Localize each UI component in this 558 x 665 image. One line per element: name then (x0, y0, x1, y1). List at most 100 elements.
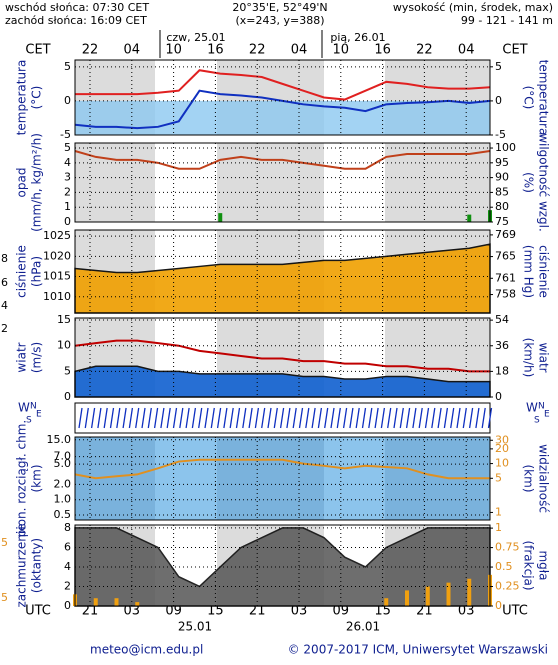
y2-axis-label: wiatr (537, 342, 551, 372)
wind-arrow (286, 407, 291, 429)
y2-axis-label: wilgotność wzgl. (537, 133, 551, 232)
y2-tick-label: 80 (495, 200, 509, 213)
y-tick-label: 10 (57, 339, 71, 352)
line (74, 89, 491, 130)
panel-frame (74, 524, 491, 607)
y2-axis-label: temperatura (537, 60, 551, 136)
utc-label: UTC (25, 604, 51, 619)
date-top: pią, 26.01 (330, 31, 385, 44)
y-tick-label: 5.0 (54, 457, 72, 470)
wind-arrow (355, 407, 360, 429)
wind-arrow (185, 407, 190, 429)
panel-frame (74, 436, 491, 521)
wind-arrow (122, 407, 127, 429)
panel-frame (74, 229, 491, 314)
y2-tick-label: 761 (495, 271, 516, 284)
y-tick-label: 0.5 (54, 508, 72, 521)
night-band (217, 143, 324, 222)
y2-axis-label: (%) (522, 172, 536, 193)
wind-arrow (481, 407, 486, 429)
hour-top: 04 (458, 43, 475, 58)
panel-frame (74, 59, 491, 136)
wind-arrow (418, 407, 423, 429)
y-tick-label: 0 (64, 94, 71, 107)
bar (467, 214, 472, 222)
wind-arrow (166, 407, 171, 429)
y2-tick-label: 75 (495, 215, 509, 228)
wind-arrow (487, 407, 493, 429)
hour-bottom: 15 (374, 604, 391, 619)
wind-arrow (317, 407, 323, 429)
y2-tick-label: 0 (495, 599, 502, 612)
hour-bottom: 21 (416, 604, 433, 619)
hour-bottom: 09 (333, 604, 350, 619)
y2-tick-label: 0.75 (495, 541, 520, 554)
wind-arrow (90, 407, 96, 429)
wind-arrow (475, 407, 480, 429)
hour-top: 16 (207, 43, 224, 58)
y-tick-label: 2 (64, 579, 71, 592)
y2-tick-label: 20 (495, 442, 509, 455)
y2-tick-label: 5 (495, 471, 502, 484)
wind-arrow (78, 407, 83, 429)
date-bottom: 26.01 (346, 620, 380, 634)
date-top: czw, 25.01 (166, 31, 225, 44)
y-tick-label: 2 (64, 185, 71, 198)
wind-arrow (399, 407, 404, 429)
y-tick-label: 4 (64, 156, 71, 169)
y-tick-label: 0 (64, 390, 71, 403)
wind-arrow (324, 407, 329, 429)
panel-frame (74, 317, 491, 398)
y2-axis-label: (km) (522, 464, 536, 492)
bar (114, 598, 119, 606)
wind-arrow (361, 407, 367, 429)
cold-fill (75, 100, 490, 135)
direction-label: E (544, 410, 550, 420)
y-tick-label: 4 (64, 560, 71, 573)
wind-arrow (97, 407, 102, 429)
hour-top: 16 (374, 43, 391, 58)
y2-tick-label: 18 (495, 364, 509, 377)
y-tick-label: 5 (64, 141, 71, 154)
y-axis-label: (mm/h, kg/m²/h) (30, 133, 44, 232)
height-values: 99 - 121 - 141 m (461, 14, 553, 27)
bar (384, 598, 389, 606)
bar (218, 213, 223, 222)
y-axis-label: (oktanty) (30, 538, 44, 593)
wind-arrow (242, 407, 247, 429)
wind-arrow (135, 407, 140, 429)
area (74, 527, 491, 607)
y2-tick-label: 1 (495, 505, 502, 518)
direction-label: W (18, 401, 30, 415)
line (74, 458, 490, 480)
y-tick-label: 8 (64, 521, 71, 534)
y-tick-label: 2.0 (54, 477, 72, 490)
edge-label: 4 (1, 299, 8, 312)
y-tick-label: 15 (57, 313, 71, 326)
wind-arrow (172, 407, 178, 429)
y2-tick-label: 54 (495, 313, 509, 326)
y2-tick-label: 30 (495, 433, 509, 446)
wind-arrow (405, 407, 411, 429)
area (74, 365, 491, 398)
wind-arrow (443, 407, 449, 429)
hour-bottom: 15 (207, 604, 224, 619)
y2-tick-label: 0.25 (495, 580, 520, 593)
y2-tick-label: 1 (495, 521, 502, 534)
wind-arrow (368, 407, 373, 429)
wind-arrow (279, 407, 285, 429)
wind-arrow (210, 407, 215, 429)
wind-arrow (191, 407, 197, 429)
sunrise: wschód słońca: 07:30 CET (5, 1, 149, 14)
wind-arrow (412, 407, 417, 429)
wind-arrow (342, 407, 348, 429)
hour-bottom: 03 (458, 604, 475, 619)
wind-arrow (387, 407, 392, 429)
hour-bottom: 03 (291, 604, 308, 619)
y2-axis-label: ciśnienie (537, 245, 551, 298)
y-tick-label: 1015 (43, 270, 71, 283)
y2-tick-label: 769 (495, 228, 516, 241)
wind-arrow (450, 407, 455, 429)
